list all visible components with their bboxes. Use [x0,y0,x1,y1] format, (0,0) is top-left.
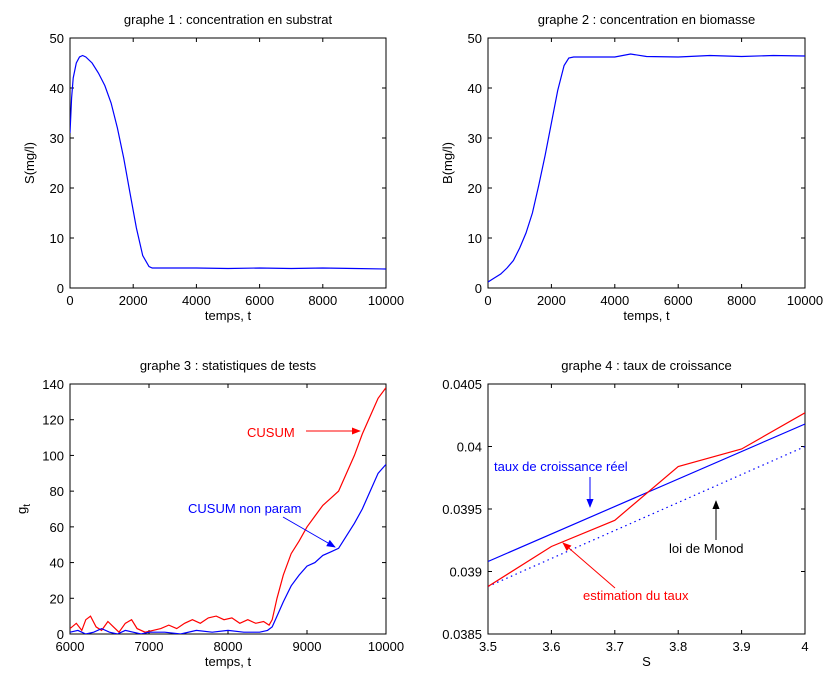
annotation-label: CUSUM [247,425,295,440]
x-tick-label: 8000 [308,293,337,308]
series-line-3 [488,412,805,588]
annotation-label: taux de croissance réel [494,459,628,474]
series-line-1 [70,54,386,270]
x-tick-label: 4000 [600,293,629,308]
x-tick-label: 3.6 [542,639,560,654]
x-tick-label: 7000 [135,639,164,654]
y-tick-label: 140 [42,377,64,392]
y-tick-label: 0.0405 [442,377,482,392]
y-tick-label: 0 [475,281,482,296]
annotation-label: estimation du taux [583,588,689,603]
x-tick-label: 3.9 [733,639,751,654]
x-tick-label: 4 [801,639,808,654]
annotation-arrow [282,516,336,548]
y-tick-label: 80 [50,484,64,499]
plot-frame [69,383,387,635]
y-tick-label: 0 [57,281,64,296]
x-tick-label: 0 [484,293,491,308]
y-axis-label: S(mg/l) [22,142,37,184]
plot-frame [487,37,806,289]
x-tick-label: 3.7 [606,639,624,654]
annotation-label: CUSUM non param [188,501,301,516]
annotation-label: loi de Monod [669,541,743,556]
x-tick-label: 3.5 [479,639,497,654]
plot-frame [487,383,806,635]
y-tick-label: 0 [57,627,64,642]
x-tick-label: 6000 [245,293,274,308]
chart-title: graphe 3 : statistiques de tests [140,358,317,373]
y-tick-label: 100 [42,448,64,463]
y-tick-label: 60 [50,520,64,535]
y-tick-label: 50 [468,31,482,46]
y-tick-label: 0.0385 [442,627,482,642]
chart-title: graphe 1 : concentration en substrat [124,12,333,27]
x-tick-label: 10000 [368,639,404,654]
x-tick-label: 8000 [214,639,243,654]
chart-3: graphe 3 : statistiques de tests 6000 7000… [14,358,404,669]
x-tick-label: 2000 [537,293,566,308]
annotation-arrow [562,542,616,589]
y-tick-label: 10 [50,231,64,246]
x-tick-label: 3.8 [669,639,687,654]
x-tick-label: 8000 [727,293,756,308]
y-axis-label: B(mg/l) [440,142,455,184]
x-tick-label: 9000 [293,639,322,654]
x-tick-label: 4000 [182,293,211,308]
x-tick-label: 10000 [368,293,404,308]
chart-title: graphe 2 : concentration en biomasse [538,12,756,27]
x-tick-label: 2000 [119,293,148,308]
series-line-1 [488,53,805,283]
y-tick-label: 0.039 [449,565,482,580]
x-tick-label: 6000 [56,639,85,654]
x-axis-label: temps, t [205,654,252,669]
series-line-1 [70,387,386,634]
plot-frame [69,37,387,289]
y-tick-label: 40 [468,81,482,96]
x-axis-label: temps, t [205,308,252,323]
y-tick-label: 0.04 [457,440,482,455]
y-tick-label: 40 [50,556,64,571]
y-tick-label: 20 [50,591,64,606]
x-tick-label: 6000 [664,293,693,308]
x-axis-label: temps, t [623,308,670,323]
y-tick-label: 0.0395 [442,502,482,517]
y-tick-label: 20 [50,181,64,196]
y-tick-label: 10 [468,231,482,246]
y-tick-label: 120 [42,413,64,428]
chart-title: graphe 4 : taux de croissance [561,358,732,373]
y-tick-label: 30 [468,131,482,146]
y-tick-label: 20 [468,181,482,196]
x-tick-label: 10000 [787,293,823,308]
x-axis-label: S [642,654,651,669]
y-tick-label: 40 [50,81,64,96]
chart-4: graphe 4 : taux de croissance 3.5 3.6 3.7 3.… [442,358,808,669]
x-tick-label: 0 [66,293,73,308]
y-axis-label: gt [14,504,33,514]
y-tick-label: 30 [50,131,64,146]
y-tick-label: 50 [50,31,64,46]
series-line-2 [70,464,386,634]
